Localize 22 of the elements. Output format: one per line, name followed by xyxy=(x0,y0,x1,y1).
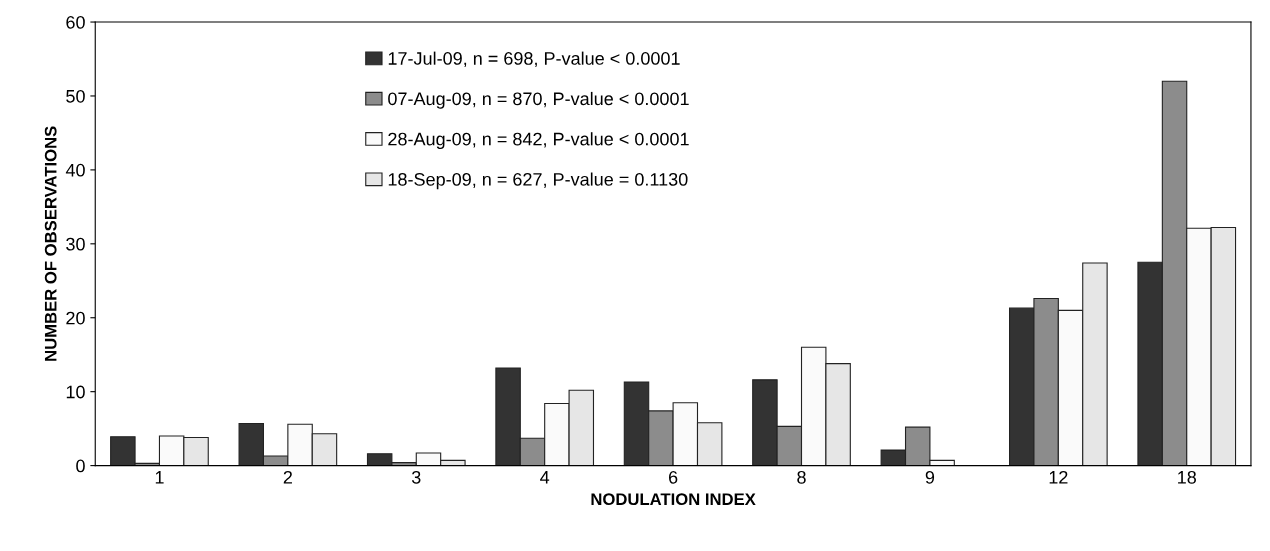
x-tick-label: 3 xyxy=(411,470,421,484)
x-tick-label: 9 xyxy=(925,470,935,484)
x-tick-label: 2 xyxy=(283,470,292,484)
legend-label: 17-Jul-09, n = 698, P-value < 0.0001 xyxy=(388,51,680,67)
x-tick-label: 12 xyxy=(1049,470,1068,484)
y-tick-label: 10 xyxy=(66,385,85,399)
y-tick-label: 50 xyxy=(66,89,85,103)
y-tick-label: 20 xyxy=(66,311,85,325)
y-tick-label: 40 xyxy=(65,163,85,177)
legend-label: 18-Sep-09, n = 627, P-value = 0.1130 xyxy=(388,172,688,190)
x-tick-label: 6 xyxy=(669,470,678,484)
y-tick-label: 60 xyxy=(66,15,85,29)
x-tick-label: 4 xyxy=(540,471,550,484)
x-tick-label: 8 xyxy=(797,470,806,484)
x-axis-title: NODULATION INDEX xyxy=(591,493,756,506)
x-tick-label: 18 xyxy=(1178,470,1196,484)
y-axis-title: NUMBER OF OBSERVATIONS xyxy=(44,126,57,361)
x-tick-label: 1 xyxy=(155,471,164,484)
legend-label: 28-Aug-09, n = 842, P-value < 0.0001 xyxy=(388,132,689,150)
y-tick-label: 30 xyxy=(66,237,85,251)
y-tick-label: 0 xyxy=(76,459,85,473)
legend-label: 07-Aug-09, n = 870, P-value < 0.0001 xyxy=(388,91,689,109)
